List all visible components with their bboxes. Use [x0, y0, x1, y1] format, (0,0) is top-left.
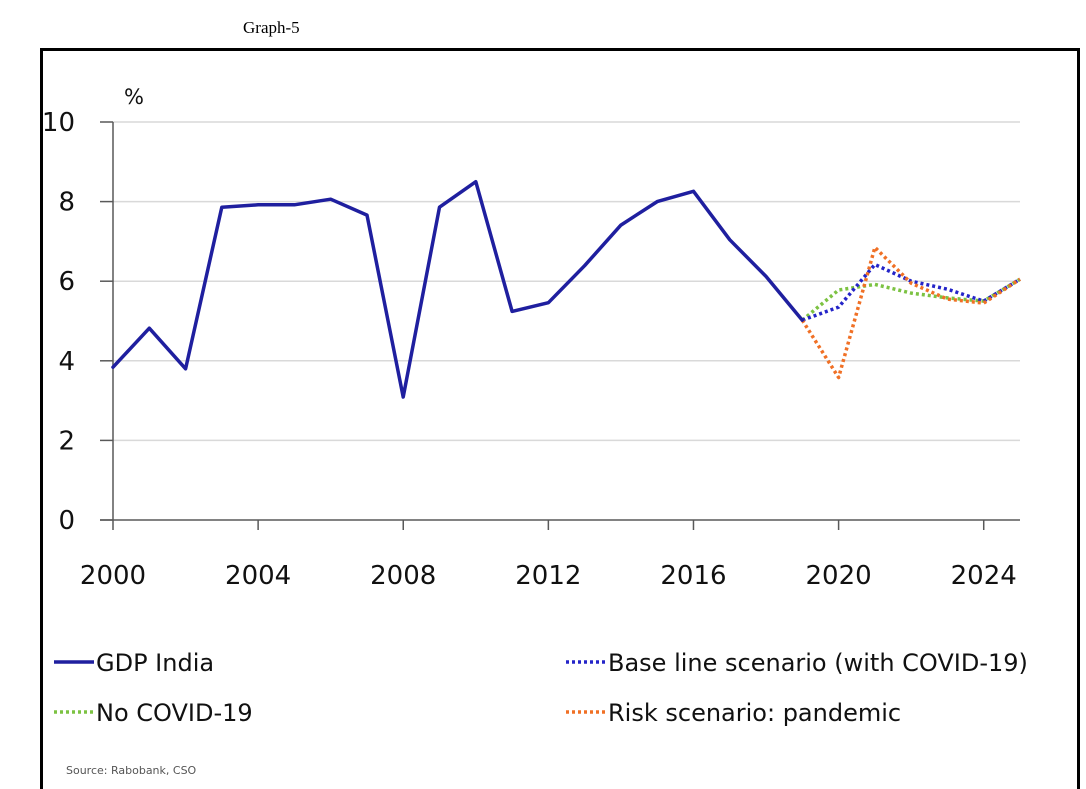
gridlines — [113, 121, 1020, 442]
y-tick-label-0: 0 — [58, 506, 75, 536]
series-line-no-covid-19 — [801, 277, 1021, 322]
figure-caption: Graph-5 — [243, 18, 300, 37]
series-lines — [111, 179, 1021, 399]
legend-label-risk-scenario-pandemic: Risk scenario: pandemic — [608, 699, 901, 727]
x-tick-label-2008: 2008 — [370, 561, 436, 591]
y-tick-label-10: 10 — [42, 108, 75, 138]
x-tick-label-2016: 2016 — [660, 561, 726, 591]
legend-label-base-line-scenario-with-covid-19: Base line scenario (with COVID-19) — [608, 649, 1028, 677]
y-axis-unit-label: % — [124, 85, 144, 109]
axes: 0 2 4 6 8 10% 2000 2004 2008 2012 2016 2020 2024 — [42, 85, 1020, 591]
x-tick-label-2000: 2000 — [80, 561, 146, 591]
source-note: Source: Rabobank, CSO — [66, 764, 197, 777]
y-tick-label-8: 8 — [58, 188, 75, 218]
legend-label-no-covid-19: No COVID-19 — [96, 699, 253, 727]
y-tick-label-2: 2 — [58, 426, 75, 456]
series-line-risk-scenario-pandemic — [800, 245, 1021, 380]
chart-frame — [40, 48, 1080, 789]
x-tick-label-2012: 2012 — [515, 561, 581, 591]
y-tick-label-4: 4 — [58, 347, 75, 377]
y-tick-label-6: 6 — [58, 267, 75, 297]
x-tick-label-2024: 2024 — [951, 561, 1017, 591]
x-tick-label-2004: 2004 — [225, 561, 291, 591]
x-tick-label-2020: 2020 — [806, 561, 872, 591]
legend: GDP India Base line scenario (with COVID-… — [54, 649, 1028, 727]
series-line-gdp-india — [111, 179, 805, 399]
legend-label-gdp-india: GDP India — [96, 649, 214, 677]
